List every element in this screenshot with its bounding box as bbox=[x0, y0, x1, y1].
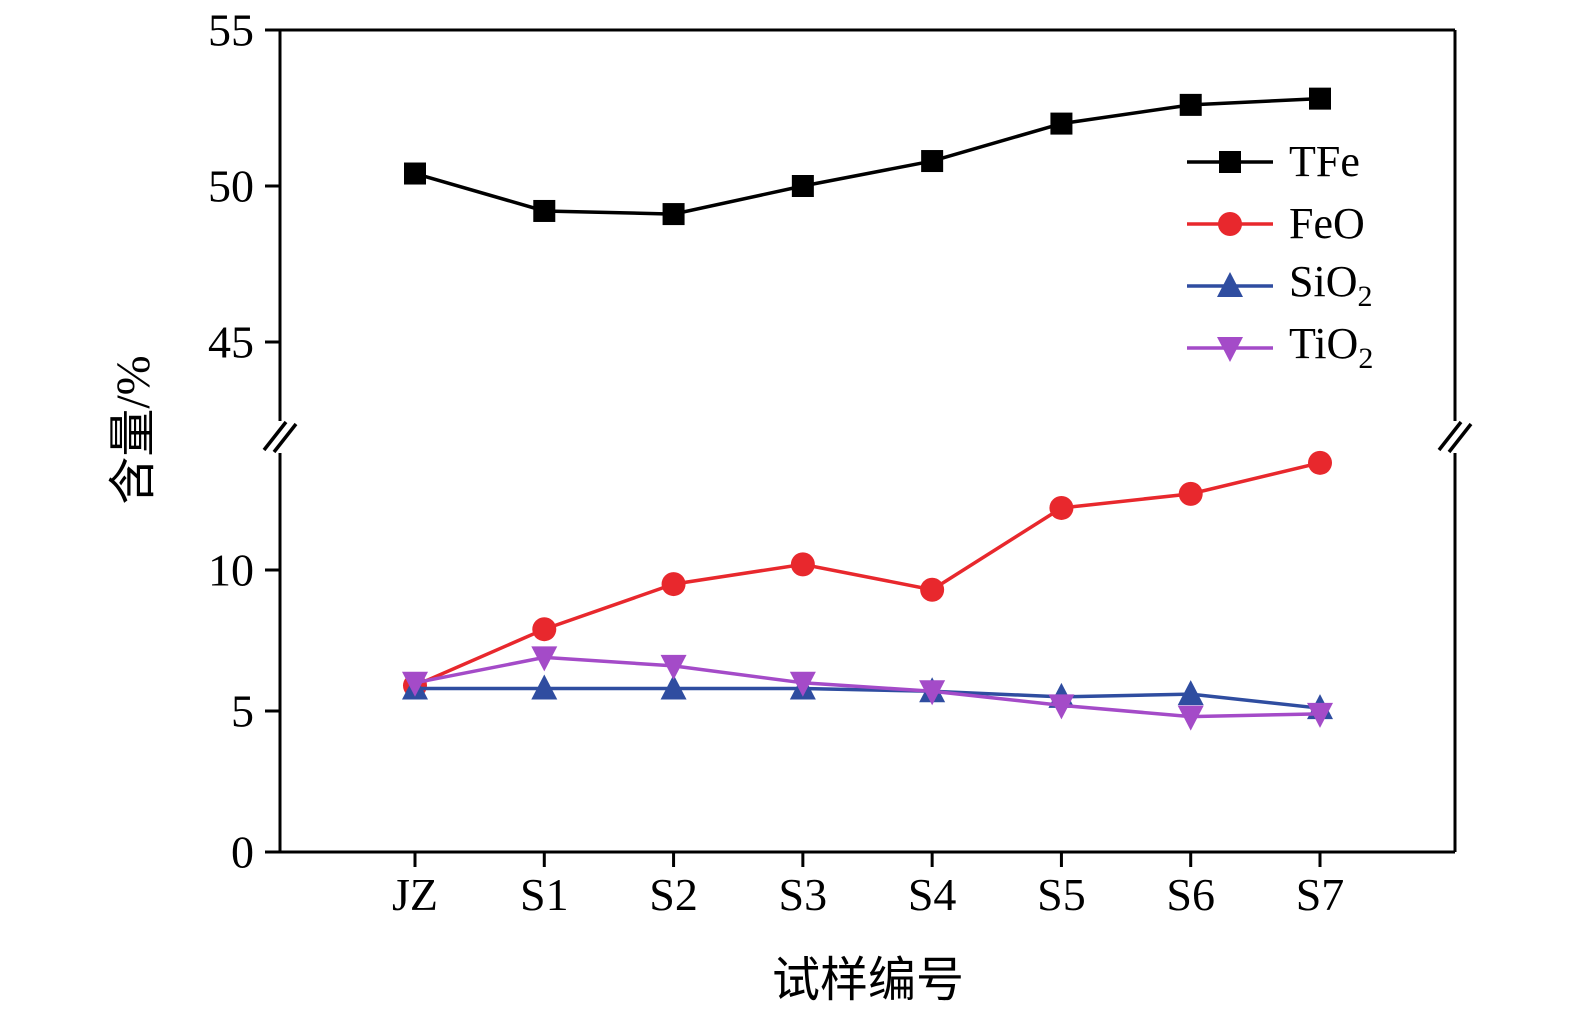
circle-marker bbox=[920, 577, 945, 602]
square-marker bbox=[1309, 87, 1331, 110]
y-tick-label: 10 bbox=[208, 545, 254, 596]
square-marker bbox=[1219, 151, 1241, 173]
y-tick-label: 50 bbox=[208, 161, 254, 212]
legend-marker-TiO2 bbox=[1187, 337, 1273, 362]
legend-marker-SiO2 bbox=[1187, 272, 1273, 297]
x-tick-label: S3 bbox=[779, 869, 828, 920]
y-tick-label: 5 bbox=[231, 686, 254, 737]
y-axis-title: 含量/% bbox=[107, 355, 160, 505]
triangle-down-marker bbox=[1307, 702, 1333, 728]
legend-item-SiO2: SiO2 bbox=[1185, 260, 1373, 311]
square-marker bbox=[1179, 93, 1202, 116]
legend-label-TiO2: TiO2 bbox=[1289, 319, 1374, 375]
legend-label-SiO2: SiO2 bbox=[1289, 257, 1373, 313]
y-tick-label: 45 bbox=[208, 317, 254, 368]
triangle-up-marker bbox=[1177, 680, 1204, 706]
series-line-TFe bbox=[414, 96, 1321, 216]
square-marker bbox=[404, 162, 426, 185]
triangle-down-marker bbox=[660, 654, 687, 680]
x-tick-label: S6 bbox=[1166, 869, 1215, 920]
axis-break-mark bbox=[262, 420, 298, 454]
triangle-down-marker bbox=[402, 671, 428, 697]
series-SiO2 bbox=[402, 674, 1333, 720]
x-tick-label: S2 bbox=[649, 869, 698, 920]
triangle-down-marker bbox=[1177, 705, 1204, 731]
triangle-down-marker bbox=[531, 646, 558, 672]
x-tick-label: JZ bbox=[392, 869, 438, 920]
axis-break-mark bbox=[1437, 420, 1473, 454]
circle-marker bbox=[532, 617, 557, 642]
series-line-FeO bbox=[414, 461, 1321, 688]
legend-marker-FeO bbox=[1187, 212, 1273, 236]
triangle-down-marker bbox=[1217, 337, 1243, 362]
square-marker bbox=[533, 199, 556, 222]
series-FeO bbox=[403, 450, 1332, 698]
x-tick-label: S4 bbox=[908, 869, 957, 920]
x-ticks: JZ S1 S2 S3 S4 S5 S6 S7 bbox=[392, 852, 1344, 920]
triangle-down-marker bbox=[919, 680, 946, 706]
triangle-down-marker bbox=[789, 671, 816, 697]
x-tick-label: S1 bbox=[520, 869, 569, 920]
triangle-up-marker bbox=[531, 674, 558, 700]
y-ticks: 0 5 10 45 50 55 bbox=[208, 5, 280, 878]
circle-marker bbox=[661, 572, 686, 597]
square-marker bbox=[791, 175, 814, 197]
series-line-SiO2 bbox=[415, 686, 1321, 710]
square-marker bbox=[1050, 112, 1073, 135]
triangle-up-marker bbox=[660, 674, 687, 700]
legend-item-FeO: FeO bbox=[1185, 202, 1373, 246]
legend-item-TFe: TFe bbox=[1185, 140, 1373, 184]
legend-label-TFe: TFe bbox=[1289, 137, 1360, 186]
series-TFe bbox=[404, 87, 1331, 226]
series-TiO2 bbox=[402, 646, 1333, 731]
y-tick-label: 55 bbox=[208, 5, 254, 56]
x-tick-label: S7 bbox=[1296, 869, 1345, 920]
legend-label-FeO: FeO bbox=[1289, 199, 1365, 248]
triangle-down-marker bbox=[1048, 694, 1075, 720]
circle-marker bbox=[1218, 212, 1242, 236]
y-tick-label: 0 bbox=[231, 827, 254, 878]
circle-marker bbox=[1178, 481, 1203, 506]
square-marker bbox=[662, 203, 685, 226]
x-axis-title: 试样编号 bbox=[771, 954, 965, 1007]
legend-item-TiO2: TiO2 bbox=[1185, 322, 1373, 373]
series-line-TiO2 bbox=[414, 655, 1321, 719]
circle-marker bbox=[1049, 495, 1074, 520]
square-marker bbox=[921, 150, 944, 173]
legend: TFe FeO SiO2 TiO2 bbox=[1185, 140, 1373, 373]
x-tick-label: S5 bbox=[1037, 869, 1086, 920]
triangle-up-marker bbox=[1217, 272, 1243, 297]
circle-marker bbox=[1308, 450, 1332, 475]
legend-marker-TFe bbox=[1187, 151, 1273, 173]
circle-marker bbox=[790, 552, 815, 577]
